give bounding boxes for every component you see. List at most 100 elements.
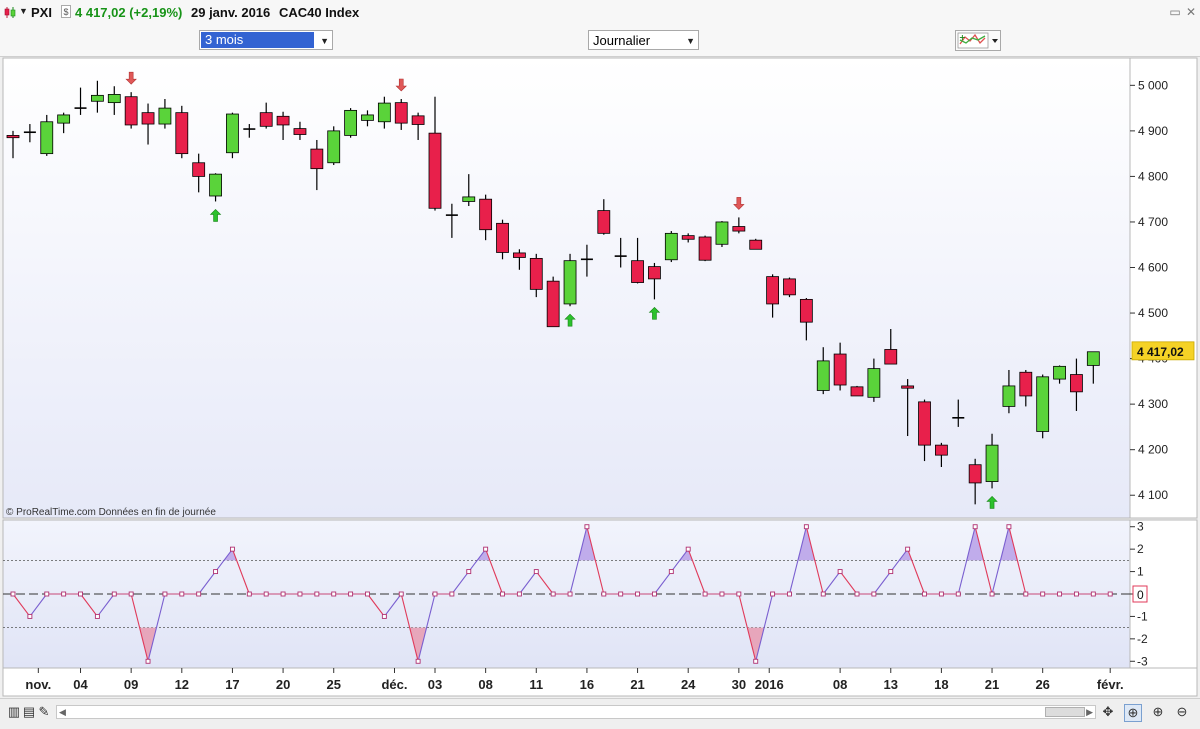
- indicator-axis-pane: [1129, 519, 1198, 669]
- indicator-segment: [535, 571, 554, 595]
- candle: [445, 203, 458, 238]
- indicator-segment: [991, 526, 1010, 595]
- x-tick-label: 26: [1035, 677, 1049, 692]
- minimize-icon[interactable]: ▭: [1169, 5, 1181, 19]
- candle-body: [496, 222, 509, 253]
- candle-body: [985, 444, 999, 482]
- indicator-point: [1107, 591, 1113, 597]
- indicator-segment: [518, 571, 537, 595]
- candle-body: [141, 112, 155, 125]
- y-tick-label: 1: [1137, 565, 1144, 579]
- bar-chart-icon[interactable]: ▥: [7, 704, 21, 719]
- close-icon[interactable]: ✕: [1185, 5, 1197, 19]
- indicator-point: [1057, 591, 1063, 597]
- candle: [749, 238, 763, 250]
- indicator-point: [27, 613, 33, 619]
- indicator-point: [280, 591, 286, 597]
- candle: [377, 96, 391, 129]
- indicators-button[interactable]: +: [955, 30, 1001, 51]
- candle-body: [833, 353, 847, 386]
- indicator-point: [297, 591, 303, 597]
- indicator-point: [331, 591, 337, 597]
- y-tick-label: 4 300: [1138, 397, 1168, 411]
- indicator-axis: 3210-1-2-30: [1130, 520, 1148, 668]
- indicator-point: [263, 591, 269, 597]
- bar-chart-icon[interactable]: ▤: [22, 704, 36, 719]
- candle-body: [648, 266, 661, 280]
- candle: [850, 385, 864, 397]
- x-tick-label: 09: [124, 677, 138, 692]
- indicator-point: [1006, 524, 1012, 530]
- candle: [799, 298, 813, 341]
- price-change: 4 417,02 (+2,19%): [75, 5, 183, 20]
- candlestick-icon[interactable]: [4, 6, 16, 19]
- candle-body: [462, 196, 476, 202]
- indicator-point: [787, 591, 792, 597]
- quote-date: 29 janv. 2016: [191, 5, 271, 20]
- y-tick-label: 2: [1137, 542, 1144, 556]
- candle: [614, 237, 627, 268]
- indicator-point: [314, 591, 320, 597]
- candle-body: [411, 115, 425, 125]
- candle-body: [1070, 374, 1083, 393]
- candle-body: [158, 107, 172, 125]
- candle: [276, 111, 290, 140]
- zoom-in-icon[interactable]: ⊕: [1152, 704, 1164, 719]
- candle: [968, 458, 982, 505]
- overbought-fill: [224, 549, 237, 561]
- x-tick-label: 11: [529, 677, 543, 692]
- zoom-out-icon[interactable]: ⊖: [1176, 704, 1188, 719]
- indicator-point: [685, 546, 691, 552]
- candle: [175, 105, 189, 159]
- x-tick-label: 25: [326, 677, 340, 692]
- candle-body: [631, 260, 644, 283]
- indicator-point: [94, 613, 100, 619]
- candle-body: [40, 121, 54, 155]
- candle: [1036, 374, 1050, 439]
- time-axis-pane: [2, 667, 1198, 697]
- candle: [529, 253, 543, 298]
- indicator-point: [938, 591, 944, 597]
- zoom-in-icon[interactable]: ⊕: [1124, 704, 1142, 722]
- candle: [901, 379, 915, 437]
- chevron-down-icon: ▼: [320, 36, 329, 46]
- indicator-point: [736, 591, 742, 597]
- candle-body: [377, 102, 391, 123]
- candle: [631, 237, 644, 284]
- indicator-point: [854, 591, 860, 597]
- crosshair-icon[interactable]: ✥: [1102, 704, 1114, 719]
- buy-signal-arrow: [209, 209, 222, 222]
- scroll-right-icon[interactable]: ▶: [1086, 707, 1093, 717]
- candle-body: [209, 173, 222, 197]
- candle-body: [546, 280, 560, 328]
- indicator-point: [702, 591, 708, 597]
- indicator-point: [10, 591, 16, 597]
- horizontal-scrollbar[interactable]: ◀ ▶: [56, 705, 1096, 719]
- brush-icon[interactable]: ✎: [38, 704, 50, 719]
- candle-body: [766, 276, 779, 305]
- x-tick-label: déc.: [381, 677, 407, 692]
- indicator-point: [500, 591, 505, 597]
- indicator-segment: [839, 571, 858, 595]
- candle-body: [6, 135, 20, 139]
- indicator-point: [483, 546, 489, 552]
- dividend-icon[interactable]: $: [61, 5, 71, 18]
- candle: [141, 103, 155, 145]
- candle: [1086, 351, 1100, 384]
- y-tick-label: 4 600: [1138, 261, 1168, 275]
- interval-select[interactable]: Journalier ▼: [588, 30, 699, 50]
- scroll-left-icon[interactable]: ◀: [59, 707, 66, 717]
- indicator-point: [1090, 591, 1096, 597]
- candle-body: [1002, 385, 1016, 407]
- chevron-down-icon[interactable]: ▼: [19, 6, 28, 16]
- scrollbar-thumb[interactable]: [1045, 707, 1085, 717]
- candle: [226, 112, 239, 159]
- indicator-segment: [755, 593, 774, 662]
- candle-body: [681, 235, 695, 240]
- indicator-point: [584, 524, 590, 530]
- period-select[interactable]: 3 mois ▼: [199, 30, 333, 50]
- indicator-point: [415, 658, 421, 664]
- oversold-fill: [409, 627, 427, 662]
